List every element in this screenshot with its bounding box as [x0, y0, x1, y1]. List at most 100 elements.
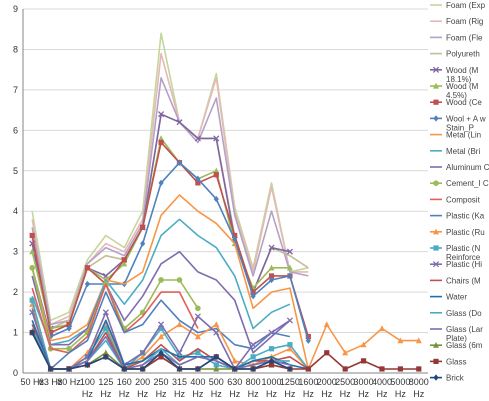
data-point: [433, 342, 439, 348]
data-point: [232, 365, 238, 373]
x-tick-label: 2500 Hz: [335, 377, 355, 399]
data-point: [158, 135, 165, 142]
x-tick-label: 315 Hz: [172, 377, 187, 399]
data-point: [433, 180, 439, 186]
legend-label: Plastic (N Reinforce: [446, 244, 481, 262]
legend-label: Glass (Lar Plate): [446, 325, 483, 343]
data-point: [305, 337, 311, 344]
legend-item: Foam (Fle: [430, 33, 483, 42]
data-point: [140, 224, 146, 230]
data-point: [29, 297, 35, 303]
legend-label: Polyureth: [446, 50, 480, 59]
y-tick-label: 1: [13, 328, 18, 338]
data-point: [268, 362, 275, 368]
data-point: [195, 350, 201, 356]
data-point: [66, 321, 72, 328]
legend-label: Brick: [446, 374, 465, 383]
data-point: [29, 248, 36, 255]
data-point: [323, 321, 330, 328]
legend-label: Plastic (Hi: [446, 260, 482, 269]
data-point: [139, 349, 146, 356]
data-point: [140, 240, 146, 247]
data-point: [195, 305, 201, 312]
legend-item: Cement_I Composit: [430, 179, 489, 188]
series-line: [31, 141, 310, 337]
data-point: [268, 329, 275, 336]
data-point: [213, 172, 219, 178]
legend-item: Foam (Exp: [430, 1, 486, 10]
x-tick-label: 80 Hz: [57, 377, 81, 387]
data-point: [268, 264, 275, 271]
data-point: [397, 337, 404, 344]
x-tick-label: 1600 Hz: [298, 377, 318, 399]
legend-item: Glass: [430, 357, 466, 366]
y-tick-label: 5: [13, 166, 18, 176]
series-8: [31, 194, 310, 370]
legend-item: Wood (M 18.1%): [430, 66, 479, 84]
legend-item: Wood (Ce: [430, 98, 482, 107]
data-point: [268, 357, 275, 365]
data-point: [176, 119, 183, 126]
data-point: [342, 366, 348, 372]
series-line: [31, 161, 310, 341]
x-tick-label: 8000 Hz: [409, 377, 429, 399]
data-point: [415, 337, 422, 344]
y-tick-label: 7: [13, 85, 18, 95]
series-13: [31, 291, 291, 370]
data-point: [287, 342, 293, 348]
data-point: [158, 349, 164, 356]
data-point: [176, 349, 183, 356]
data-point: [158, 111, 165, 118]
series-10: [31, 250, 291, 354]
data-point: [416, 366, 422, 372]
legend-item: Chairs (M: [430, 276, 481, 285]
legend-label: Wood (M 18.1%): [446, 66, 479, 84]
data-point: [433, 374, 439, 381]
data-point: [195, 175, 201, 183]
legend-label: Foam (Rig: [446, 17, 483, 26]
data-point: [250, 341, 257, 348]
data-point: [433, 115, 439, 122]
x-tick-label: 500 Hz: [209, 377, 224, 399]
legend-label: Glass: [446, 357, 466, 366]
series-line: [31, 194, 310, 370]
data-point: [268, 244, 275, 251]
legend-item: Wood (M 4.5%): [430, 82, 479, 100]
series-line: [31, 291, 291, 370]
series-line: [31, 218, 291, 346]
data-point: [121, 365, 127, 373]
data-point: [286, 248, 293, 255]
data-point: [250, 292, 256, 300]
data-point: [158, 179, 164, 187]
data-point: [84, 361, 91, 369]
data-point: [378, 325, 385, 332]
data-point: [213, 195, 219, 203]
legend-label: Foam (Fle: [446, 33, 483, 42]
x-tick-label: 3000 Hz: [354, 377, 374, 399]
legend-item: Metal (Lin: [430, 131, 481, 140]
legend-label: Metal (Bri: [446, 147, 480, 156]
data-point: [432, 66, 440, 73]
y-tick-label: 8: [13, 44, 18, 54]
data-point: [194, 333, 201, 340]
data-point: [103, 353, 109, 361]
legend-item: Polyureth: [430, 50, 480, 59]
legend-item: Plastic (N Reinforce: [430, 244, 481, 262]
data-point: [158, 321, 165, 328]
y-tick-label: 0: [13, 368, 18, 378]
series-16: [29, 309, 293, 373]
data-point: [158, 325, 164, 332]
x-tick-label: 250 Hz: [154, 377, 169, 399]
legend-label: Glass (6m: [446, 341, 483, 350]
legend-label: Aluminum Composit: [446, 163, 489, 172]
legend-label: Metal (Lin: [446, 131, 481, 140]
x-tick-label: 63 Hz: [39, 377, 63, 387]
legend-label: Cement_I Composit: [446, 179, 489, 188]
data-point: [433, 245, 439, 251]
legend-label: Glass (Do: [446, 309, 482, 318]
data-point: [158, 354, 164, 360]
data-point: [342, 349, 349, 356]
data-point: [433, 358, 439, 364]
x-tick-label: 50 Hz: [20, 377, 44, 387]
